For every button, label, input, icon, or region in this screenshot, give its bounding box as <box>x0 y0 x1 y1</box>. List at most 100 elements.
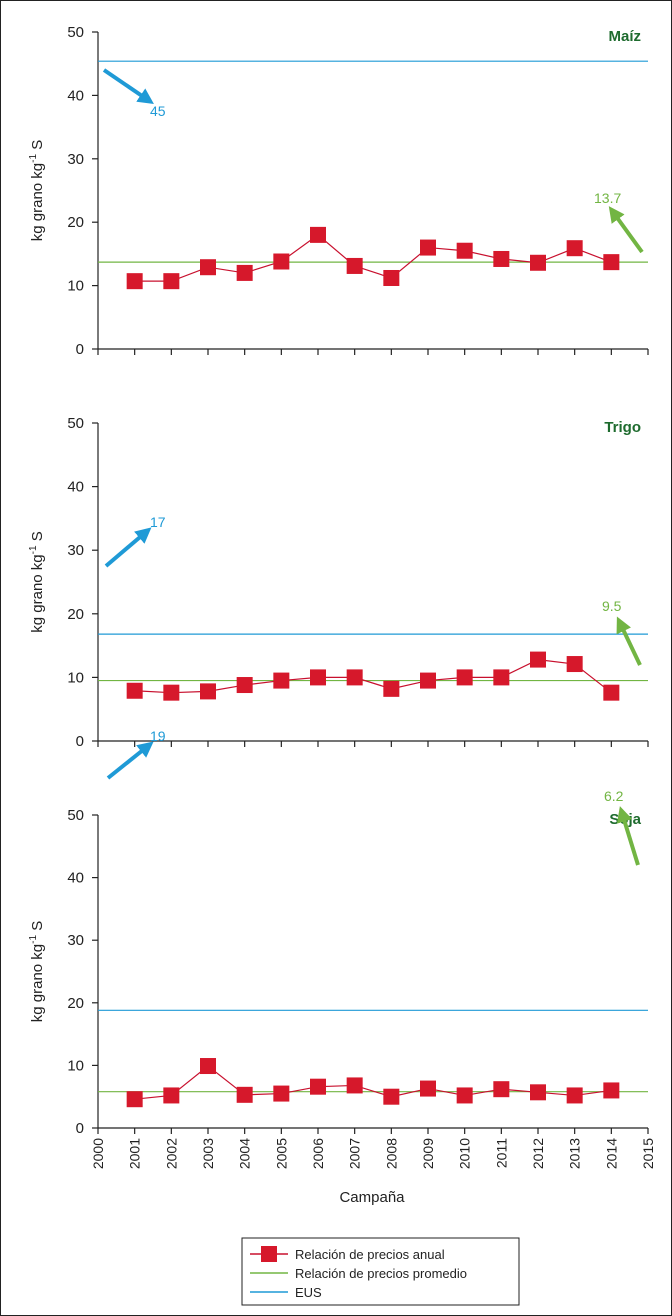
annual-point-2005 <box>273 253 290 270</box>
annual-point-2012 <box>530 651 546 668</box>
legend-promedio-label: Relación de precios promedio <box>295 1266 467 1281</box>
y-tick-label: 20 <box>67 214 84 231</box>
panel-trigo: 0 10 20 30 40 50 kg grano kg-1 S Trigo 17 9.5 <box>28 415 649 750</box>
annual-point-2006 <box>310 669 326 686</box>
eus-arrow <box>106 741 154 780</box>
x-axis-title: Campaña <box>339 1189 405 1206</box>
annual-point-2002 <box>163 273 180 290</box>
annual-point-2005 <box>273 672 290 689</box>
annual-point-2006 <box>310 1078 326 1095</box>
y-axis-title-unit: S <box>29 921 46 935</box>
y-tick-label: 30 <box>67 542 84 559</box>
promedio-arrow <box>616 616 642 666</box>
annual-point-2003 <box>200 259 216 276</box>
annual-point-2009 <box>420 1080 436 1097</box>
x-tick-label-2007: 2007 <box>347 1138 363 1169</box>
annual-point-2014 <box>603 1082 620 1099</box>
x-tick-label-2009: 2009 <box>420 1138 436 1169</box>
x-tick-label-2014: 2014 <box>603 1138 619 1169</box>
annual-point-2008 <box>383 680 400 697</box>
x-axis-labels: 2000 2001 2002 2003 2004 2005 2006 2007 2008 2009… <box>90 1138 656 1169</box>
promedio-arrow <box>616 806 640 866</box>
annual-point-2014 <box>603 254 620 271</box>
annual-point-2013 <box>566 656 583 673</box>
x-tick-label-2012: 2012 <box>530 1138 546 1169</box>
y-tick-label: 0 <box>76 733 84 750</box>
x-tick-label-2001: 2001 <box>127 1138 143 1169</box>
annual-point-2007 <box>346 669 363 686</box>
annual-point-2013 <box>566 240 583 257</box>
y-axis-title-superscript: -1 <box>28 935 39 944</box>
annual-point-2012 <box>530 254 546 271</box>
annual-point-2008 <box>383 1088 400 1105</box>
legend-annual-marker <box>261 1246 277 1262</box>
y-axis-title: kg grano kg-1 S <box>28 921 46 1022</box>
annual-point-2009 <box>420 239 436 256</box>
y-axis-title-main: kg grano kg <box>29 163 46 241</box>
y-axis-title-unit: S <box>29 531 46 545</box>
legend-annual-label: Relación de precios anual <box>295 1247 445 1262</box>
promedio-value-label: 9.5 <box>602 598 622 614</box>
annual-point-2001 <box>126 1091 143 1108</box>
legend-eus-label: EUS <box>295 1285 322 1300</box>
y-tick-label: 40 <box>67 479 84 496</box>
annual-point-2006 <box>310 226 326 243</box>
annual-point-2011 <box>493 1081 510 1098</box>
x-tick-label-2005: 2005 <box>273 1138 289 1169</box>
eus-arrow <box>104 527 152 568</box>
legend-box <box>241 1237 520 1306</box>
y-tick-label: 10 <box>67 669 84 686</box>
y-tick-label: 20 <box>67 606 84 623</box>
annual-point-2014 <box>603 684 620 701</box>
y-tick-label: 50 <box>67 807 84 824</box>
x-tick-label-2006: 2006 <box>310 1138 326 1169</box>
y-axis-title: kg grano kg-1 S <box>28 531 46 632</box>
x-tick-label-2010: 2010 <box>457 1138 473 1169</box>
legend: Relación de precios anual Relación de pr… <box>241 1237 520 1306</box>
y-tick-label: 30 <box>67 932 84 949</box>
x-tick-label-2008: 2008 <box>383 1138 399 1169</box>
annual-point-2004 <box>236 264 253 281</box>
y-tick-label: 0 <box>76 341 84 358</box>
annual-point-2009 <box>420 672 436 689</box>
annual-point-2003 <box>200 683 216 700</box>
x-tick-label-2003: 2003 <box>200 1138 216 1169</box>
x-tick-label-2000: 2000 <box>90 1138 106 1169</box>
y-axis-title-superscript: -1 <box>28 545 39 554</box>
annual-point-2002 <box>163 1087 180 1104</box>
y-tick-label: 30 <box>67 151 84 168</box>
y-tick-label: 40 <box>67 87 84 104</box>
y-axis-title-superscript: -1 <box>28 154 39 163</box>
annual-point-2008 <box>383 269 400 286</box>
annual-point-2007 <box>346 1077 363 1094</box>
x-tick-label-2011: 2011 <box>493 1138 509 1168</box>
y-tick-label: 20 <box>67 995 84 1012</box>
promedio-value-label: 13.7 <box>594 190 621 206</box>
y-tick-label: 50 <box>67 415 84 432</box>
annual-point-2010 <box>456 669 473 686</box>
y-axis-title-main: kg grano kg <box>29 554 46 632</box>
annual-point-2001 <box>126 273 143 290</box>
annual-point-2005 <box>273 1085 290 1102</box>
annual-point-2003 <box>200 1058 216 1075</box>
annual-point-2001 <box>126 682 143 699</box>
x-tick-label-2015: 2015 <box>640 1138 656 1169</box>
annual-point-2004 <box>236 677 253 694</box>
y-tick-label: 50 <box>67 24 84 41</box>
y-tick-label: 40 <box>67 870 84 887</box>
annual-point-2007 <box>346 257 363 274</box>
y-tick-label: 0 <box>76 1120 84 1137</box>
y-tick-label: 10 <box>67 278 84 295</box>
annual-point-2002 <box>163 684 180 701</box>
promedio-value-label: 6.2 <box>604 788 624 804</box>
y-axis-title: kg grano kg-1 S <box>28 140 46 241</box>
annual-point-2012 <box>530 1084 546 1101</box>
promedio-arrow <box>608 206 644 254</box>
legend-item-annual: Relación de precios anual <box>250 1246 445 1262</box>
panel-maiz: 0 10 20 30 40 50 kg grano kg-1 S Maíz 45 13.7 <box>28 24 649 358</box>
y-tick-label: 10 <box>67 1057 84 1074</box>
eus-value-label: 19 <box>150 728 166 744</box>
annual-point-2013 <box>566 1087 583 1104</box>
x-tick-label-2013: 2013 <box>567 1138 583 1169</box>
